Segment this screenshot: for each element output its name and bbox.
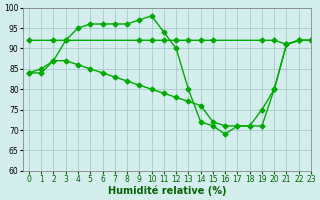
X-axis label: Humidité relative (%): Humidité relative (%) (108, 185, 226, 196)
